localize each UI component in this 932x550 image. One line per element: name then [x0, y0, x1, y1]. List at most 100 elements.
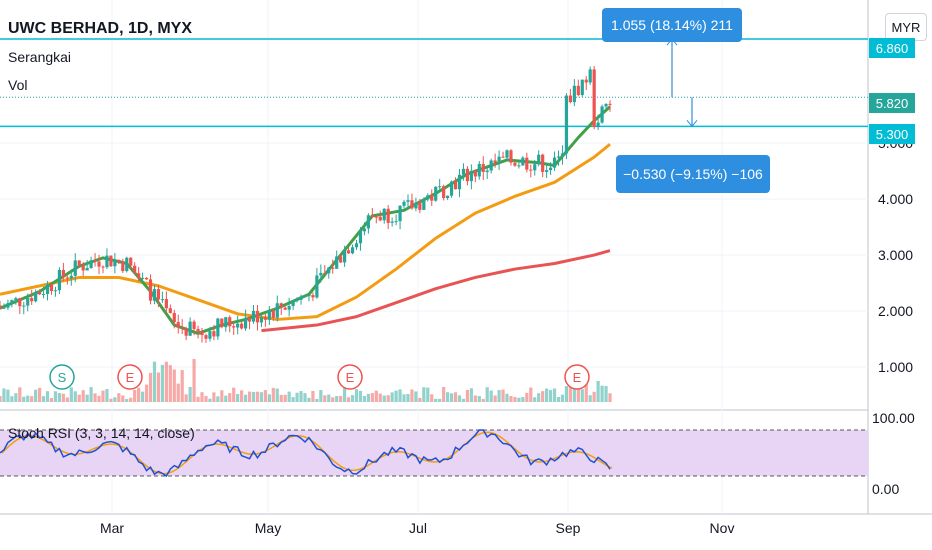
- measure-arrows[interactable]: [666, 38, 698, 128]
- volume-bar: [346, 397, 351, 402]
- volume-bar: [505, 393, 509, 402]
- symbol-title[interactable]: UWC BERHAD, 1D, MYX: [8, 20, 193, 37]
- candle-body: [584, 79, 588, 83]
- volume-bar: [449, 393, 454, 402]
- volume-bar: [224, 395, 228, 402]
- volume-bar: [335, 396, 339, 402]
- volume-bar: [188, 386, 192, 402]
- measure-up-label[interactable]: 1.055 (18.14%) 211: [602, 8, 742, 42]
- time-tick-label: Sep: [556, 520, 581, 536]
- volume-bar: [457, 395, 462, 402]
- candle-body: [525, 157, 529, 170]
- volume-bar: [319, 389, 323, 402]
- candle-body: [243, 317, 248, 329]
- volume-bar: [251, 391, 256, 402]
- volume-bar: [422, 387, 426, 402]
- candle-body: [485, 170, 489, 173]
- volume-bar: [406, 394, 410, 402]
- candle-body: [509, 150, 513, 163]
- price-tick-label: 4.000: [878, 191, 913, 207]
- candle-body: [204, 335, 208, 339]
- volume-bar: [386, 395, 390, 402]
- horizontal-lines[interactable]: [0, 38, 868, 128]
- candle-body: [267, 310, 271, 320]
- volume-bar: [592, 391, 596, 402]
- currency-button[interactable]: MYR: [885, 13, 927, 41]
- candle-body: [184, 328, 188, 336]
- volume-bar: [125, 398, 129, 402]
- candle-body: [259, 317, 264, 323]
- candle-body: [445, 195, 450, 199]
- candle-body: [457, 174, 462, 190]
- candle-body: [41, 294, 46, 296]
- volume-bar: [247, 391, 252, 402]
- candle-body: [81, 265, 85, 271]
- volume-bar: [121, 395, 125, 402]
- stoch-rsi-label[interactable]: Stoch RSI (3, 3, 14, 14, close): [8, 425, 195, 441]
- candle-body: [442, 186, 446, 199]
- volume-bar: [465, 389, 470, 402]
- candle-body: [65, 277, 69, 279]
- candle-body: [57, 269, 62, 291]
- volume-bar: [545, 388, 549, 402]
- candle-body: [101, 266, 105, 268]
- candle-body: [251, 310, 256, 322]
- candle-body: [390, 221, 394, 223]
- volume-bar: [453, 392, 458, 402]
- volume-bar: [556, 397, 561, 402]
- volume-bar: [311, 390, 315, 402]
- volume-bar: [259, 392, 264, 402]
- candle-body: [430, 195, 434, 201]
- candle-body: [489, 160, 493, 171]
- candle-body: [493, 160, 497, 163]
- candle-body: [469, 170, 473, 182]
- volume-bar: [85, 394, 89, 402]
- candle-body: [137, 273, 141, 279]
- volume-bar: [434, 398, 438, 402]
- candle-body: [556, 156, 561, 158]
- moving-averages: [0, 105, 611, 335]
- candle-body: [592, 69, 596, 128]
- candle-body: [537, 154, 541, 165]
- candle-body: [85, 268, 89, 271]
- candle-body: [517, 165, 521, 167]
- measure-down-label[interactable]: −0.530 (−9.15%) −106: [616, 155, 770, 193]
- candle-body: [588, 69, 592, 83]
- series-label[interactable]: Serangkai: [8, 49, 72, 65]
- volume-bar: [152, 361, 157, 402]
- time-tick-label: Mar: [100, 520, 124, 536]
- volume-bar: [509, 395, 513, 402]
- candle-body: [410, 200, 414, 209]
- price-tick-label: 2.000: [878, 303, 913, 319]
- volume-bar: [552, 388, 557, 402]
- candle-body: [279, 303, 283, 308]
- volume-bar: [216, 396, 220, 402]
- volume-bar: [481, 398, 485, 402]
- candle-body: [192, 321, 196, 329]
- volume-bar: [608, 393, 612, 402]
- candle-body: [121, 261, 125, 272]
- volume-bar: [267, 394, 271, 402]
- volume-bar: [350, 395, 355, 402]
- time-tick-label: Jul: [409, 520, 427, 536]
- volume-label[interactable]: Vol: [8, 77, 28, 93]
- candle-body: [596, 122, 600, 128]
- volume-bar: [354, 389, 359, 402]
- volume-bar: [525, 392, 529, 402]
- volume-bar: [57, 393, 62, 402]
- candle-body: [505, 150, 509, 158]
- candle-body: [212, 331, 216, 337]
- volume-bar: [501, 389, 505, 402]
- volume-bar: [196, 396, 200, 402]
- volume-bar: [283, 394, 287, 402]
- event-marker: [564, 364, 590, 390]
- volume-bar: [41, 396, 46, 402]
- candle-body: [576, 85, 580, 96]
- volume-bar: [414, 391, 418, 402]
- candle-body: [548, 167, 553, 171]
- candle-body: [283, 307, 287, 310]
- candle-body: [335, 256, 339, 269]
- event-marker: [337, 364, 363, 390]
